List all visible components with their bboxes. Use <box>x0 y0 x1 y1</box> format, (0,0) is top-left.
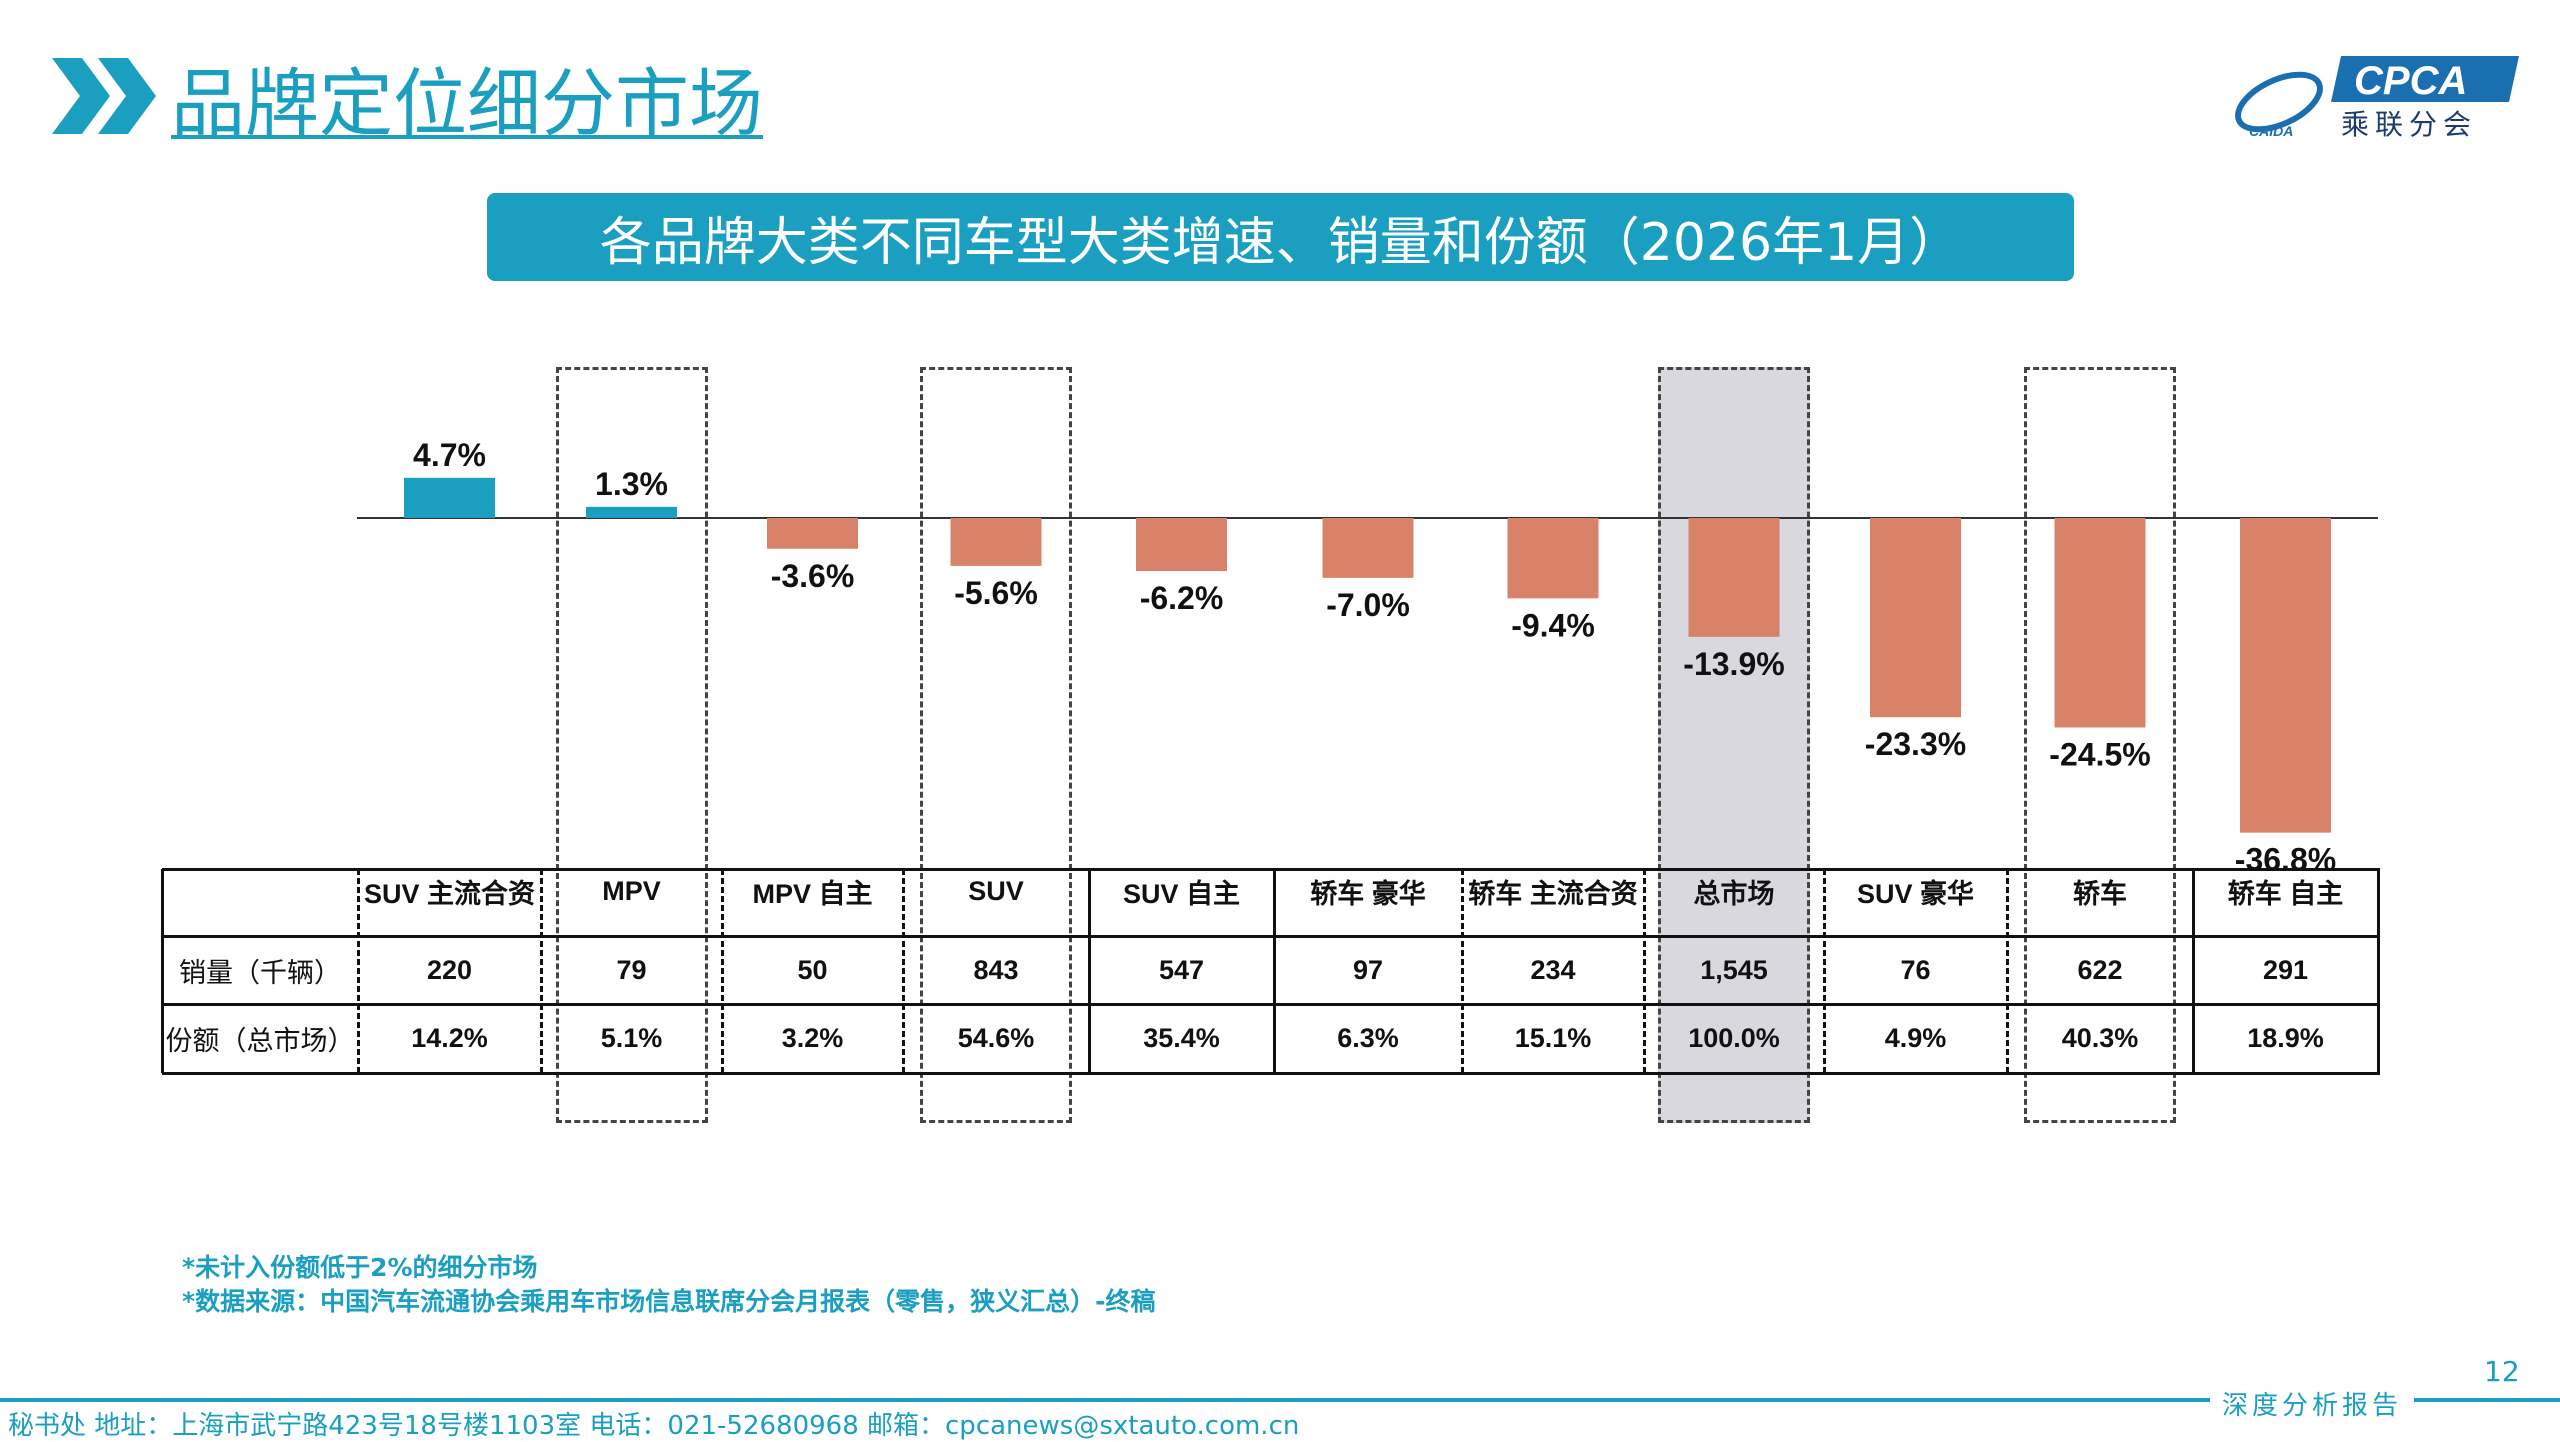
table-header-cell: SUV 主流合资 <box>363 879 536 909</box>
table-col-rule <box>161 869 164 1073</box>
table-cell: 15.1% <box>1514 1023 1592 1053</box>
footer-contact: 秘书处 地址：上海市武宁路423号18号楼1103室 电话：021-526809… <box>8 1411 1300 1441</box>
table-rule <box>162 1003 2380 1006</box>
table-rule <box>162 868 2380 871</box>
chevrons-icon <box>52 58 156 134</box>
table-cell: 5.1% <box>600 1023 663 1053</box>
table-row-label: 销量（千辆） <box>179 957 341 988</box>
report-tag: 深度分析报告 <box>2210 1385 2415 1422</box>
table-header-cell: SUV 豪华 <box>1856 879 1975 909</box>
table-rule <box>162 935 2380 938</box>
table-col-rule <box>1461 869 1464 1073</box>
table-col-rule <box>721 869 724 1073</box>
table-col-rule <box>1088 869 1091 1073</box>
page-number: 12 <box>2484 1355 2520 1388</box>
svg-text:CAIDA: CAIDA <box>2249 123 2293 139</box>
data-label: 1.3% <box>595 466 668 502</box>
table-col-rule <box>1273 869 1276 1073</box>
table-cell: 547 <box>1158 954 1205 985</box>
table-cell: 18.9% <box>2247 1023 2324 1053</box>
table-cell: 100.0% <box>1688 1023 1780 1053</box>
table-cell: 14.2% <box>411 1023 488 1053</box>
bar <box>1870 518 1961 718</box>
table-header-cell: SUV 自主 <box>1122 879 1241 909</box>
highlight-box <box>555 367 708 1123</box>
data-label: -3.6% <box>771 558 855 594</box>
table-col-rule <box>2377 869 2380 1073</box>
table-header-cell: MPV 自主 <box>752 879 873 909</box>
highlight-box <box>1658 367 1810 1123</box>
table-cell: 3.2% <box>781 1023 844 1053</box>
table-header-cell: 轿车 自主 <box>2227 879 2344 909</box>
highlight-box <box>920 367 1072 1123</box>
table-header-cell: 总市场 <box>1693 879 1775 909</box>
table-cell: 40.3% <box>2061 1023 2139 1053</box>
bar <box>1507 518 1599 599</box>
svg-text:乘联分会: 乘联分会 <box>2341 108 2477 141</box>
bar <box>1688 518 1780 637</box>
table-col-rule <box>357 869 360 1073</box>
footer-divider <box>0 1398 2560 1402</box>
table-header-cell: 轿车 豪华 <box>1310 879 1426 909</box>
table-cell: 622 <box>2077 954 2123 985</box>
cpca-logo: CAIDA CPCA 乘联分会 <box>2229 52 2519 142</box>
table-col-rule <box>2192 869 2195 1073</box>
data-label: -7.0% <box>1326 587 1410 623</box>
footnote-1: *未计入份额低于2%的细分市场 <box>182 1253 538 1282</box>
table-cell: 220 <box>426 954 473 985</box>
table-header-cell: 轿车 <box>2073 879 2127 909</box>
table-cell: 35.4% <box>1143 1023 1220 1053</box>
bar <box>767 518 858 549</box>
table-col-rule <box>1643 869 1646 1073</box>
table-col-rule <box>540 869 543 1073</box>
table-header-cell: 轿车 主流合资 <box>1468 879 1638 909</box>
table-cell: 1,545 <box>1700 954 1768 985</box>
svg-text:CPCA: CPCA <box>2354 59 2467 103</box>
table-cell: 234 <box>1530 954 1576 985</box>
table-rule <box>162 1072 2380 1075</box>
table-cell: 76 <box>1900 954 1931 985</box>
data-label: -5.6% <box>954 575 1038 611</box>
table-cell: 79 <box>616 954 647 985</box>
table-cell: 291 <box>2262 954 2309 985</box>
highlight-box <box>2024 367 2176 1123</box>
table-cell: 6.3% <box>1337 1023 1399 1053</box>
table-cell: 97 <box>1352 954 1384 985</box>
table-cell: 843 <box>973 954 1019 985</box>
bar <box>950 518 1042 566</box>
table-col-rule <box>1823 869 1826 1073</box>
bar <box>1136 518 1227 572</box>
data-label: -23.3% <box>1865 726 1966 762</box>
data-label: -13.9% <box>1683 646 1784 682</box>
table-row-label: 份额（总市场） <box>165 1026 355 1056</box>
table-cell: 50 <box>797 954 828 985</box>
bar <box>1322 518 1414 578</box>
bar <box>2240 518 2331 833</box>
footnote-2: *数据来源：中国汽车流通协会乘用车市场信息联席分会月报表（零售，狭义汇总）-终稿 <box>182 1287 1156 1316</box>
bar <box>586 506 677 518</box>
table-col-rule <box>2006 869 2009 1073</box>
data-label: -36.8% <box>2235 842 2336 878</box>
chart-title-banner: 各品牌大类不同车型大类增速、销量和份额（2026年1月） <box>487 193 2074 281</box>
data-label: -24.5% <box>2049 736 2150 772</box>
data-label: -9.4% <box>1511 607 1595 643</box>
page-title: 品牌定位细分市场 <box>171 61 763 147</box>
table-col-rule <box>902 869 905 1073</box>
data-label: -6.2% <box>1140 580 1224 616</box>
data-label: 4.7% <box>413 437 486 473</box>
table-cell: 54.6% <box>957 1023 1035 1053</box>
bar <box>404 477 495 518</box>
bar <box>2054 518 2146 728</box>
table-header-cell: MPV <box>602 876 661 906</box>
table-header-cell: SUV <box>968 876 1024 906</box>
table-cell: 4.9% <box>1884 1023 1947 1053</box>
